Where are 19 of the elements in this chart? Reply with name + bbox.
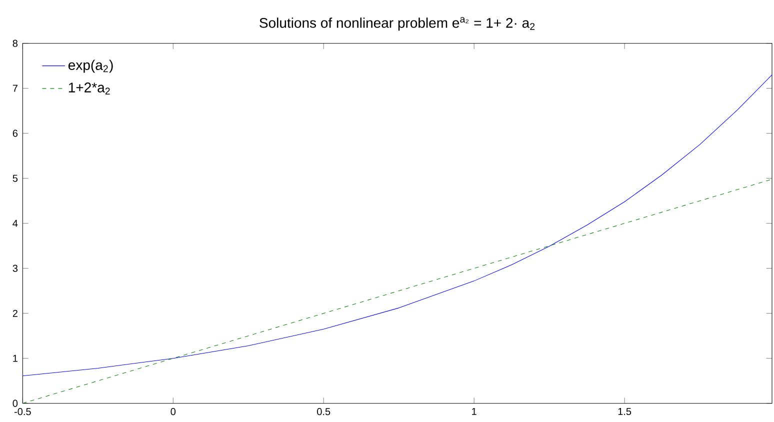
- chart-title: Solutions of nonlinear problem e$^{a₂}$ = 1+ 2· a$_{2}$: [260, 17, 535, 31]
- y-tick-label: 2: [12, 310, 18, 317]
- y-tick-label: 6: [12, 130, 18, 137]
- x-tick-label: 1.5: [618, 408, 632, 416]
- line-series: [22, 178, 772, 404]
- legend-label: exp(a$_{2}$): [68, 60, 113, 73]
- y-tick-label: 4: [12, 220, 18, 227]
- x-tick-label: -0.5: [14, 408, 31, 416]
- line-series: [22, 74, 772, 376]
- legend-label: 1+2*a$_{2}$: [68, 82, 110, 95]
- y-tick-label: 5: [12, 174, 18, 182]
- y-tick-label: 0: [12, 400, 18, 407]
- y-tick-label: 1: [13, 354, 18, 362]
- x-tick-label: 0.5: [317, 408, 330, 416]
- x-tick-label: 1: [472, 408, 476, 415]
- x-tick-label: 0: [170, 408, 176, 416]
- y-tick-label: 7: [12, 84, 18, 92]
- y-tick-label: 8: [12, 40, 18, 47]
- y-tick-label: 3: [12, 264, 18, 272]
